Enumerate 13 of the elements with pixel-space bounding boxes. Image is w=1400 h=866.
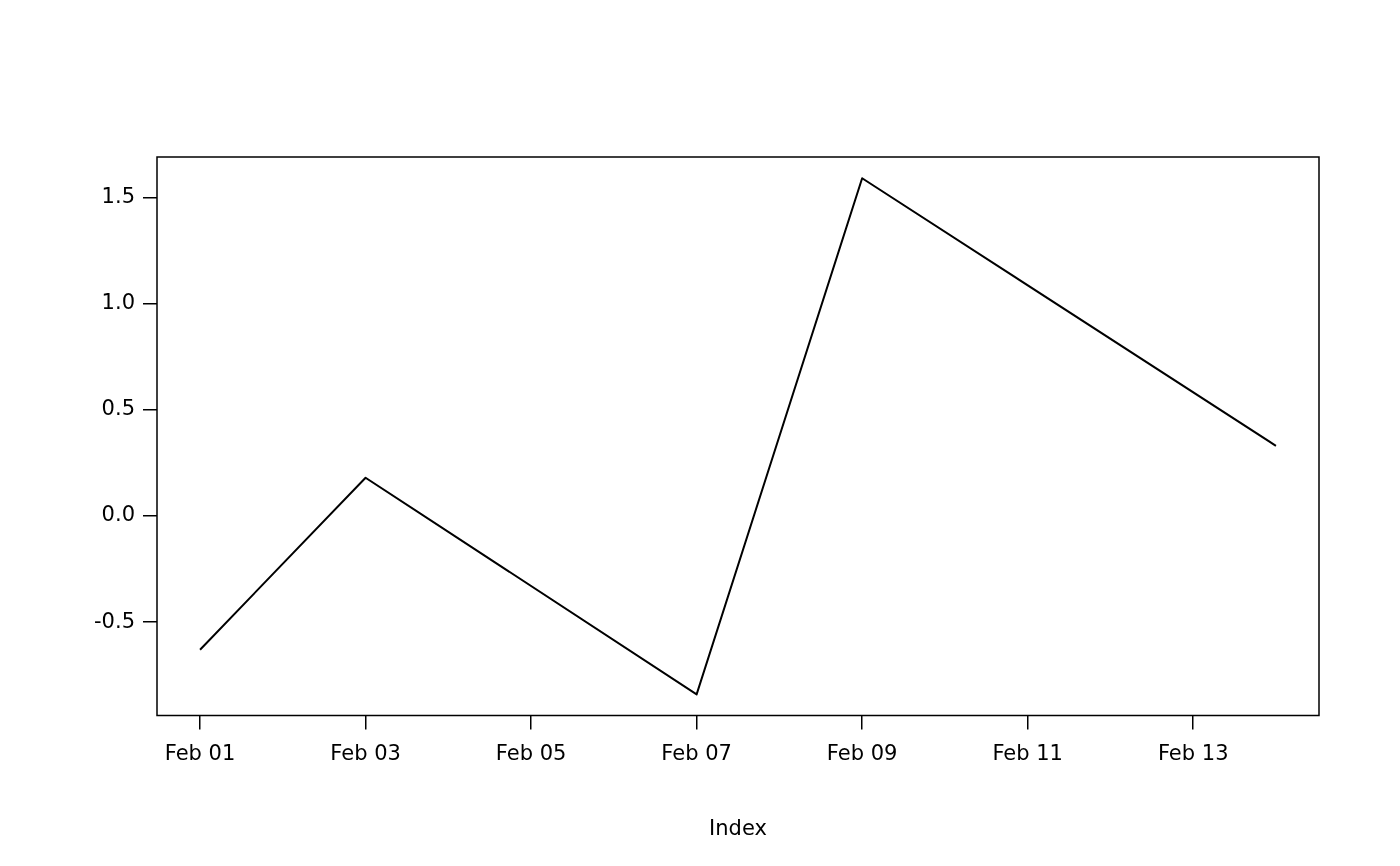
x-tick-label: Feb 11: [992, 740, 1063, 765]
x-tick-label: Feb 13: [1157, 740, 1229, 765]
y-tick-label: 0.0: [101, 502, 135, 527]
x-tick-label: Feb 01: [164, 740, 236, 765]
y-tick-label: -0.5: [94, 608, 135, 633]
y-tick-label: 0.5: [101, 396, 135, 421]
x-tick-label: Feb 07: [661, 740, 732, 765]
x-tick-label: Feb 03: [330, 740, 401, 765]
x-tick-label: Feb 09: [826, 740, 898, 765]
y-tick-label: 1.5: [101, 183, 135, 208]
x-tick-label: Feb 05: [495, 740, 567, 765]
x-axis-title: Index: [709, 815, 767, 840]
y-tick-label: 1.0: [101, 290, 135, 315]
